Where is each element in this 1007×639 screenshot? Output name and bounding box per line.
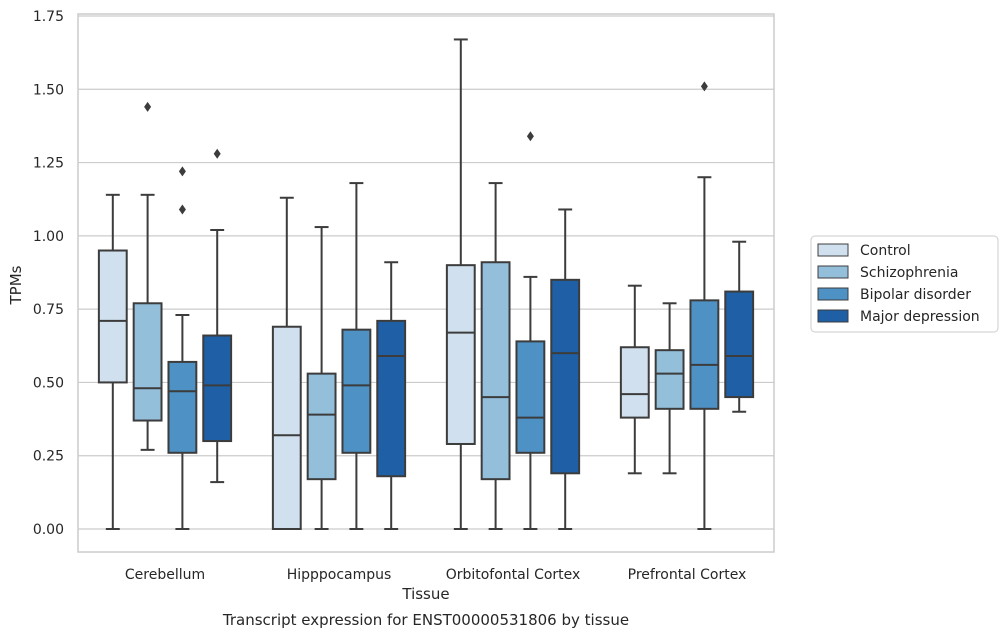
y-tick-label: 0.00 [33, 522, 64, 538]
legend-label: Control [860, 243, 911, 259]
box-iqr [515, 340, 546, 454]
box-3-3 [724, 240, 755, 413]
box-0-3 [619, 284, 650, 475]
box-1-3 [654, 302, 685, 475]
box-iqr [306, 372, 337, 481]
box-iqr [724, 290, 755, 399]
box-3-2 [550, 208, 581, 530]
y-tick-label: 1.00 [33, 229, 64, 245]
box-0-0 [97, 193, 128, 530]
legend-swatch [817, 309, 849, 323]
box-0-2 [445, 38, 476, 530]
box-1-2 [480, 182, 511, 530]
legend-swatch [817, 287, 849, 301]
box-0-1 [271, 196, 302, 530]
x-tick-label: Cerebellum [125, 567, 205, 583]
box-iqr [271, 325, 302, 530]
box-groups [97, 38, 755, 530]
box-1-1 [306, 226, 337, 530]
y-tick-labels: 0.00 0.25 0.50 0.75 1.00 1.25 1.50 1.75 [33, 9, 64, 538]
chart-caption: Transcript expression for ENST0000053180… [222, 611, 629, 629]
y-tick-label: 1.75 [33, 9, 64, 25]
box-iqr [97, 249, 128, 384]
box-iqr [445, 264, 476, 445]
box-iqr [550, 278, 581, 475]
y-tick-label: 0.50 [33, 375, 64, 391]
box-iqr [689, 299, 720, 410]
x-tick-labels: Cerebellum Hipppocampus Orbitofontal Corte… [125, 567, 746, 583]
y-axis-label: TPMs [7, 265, 25, 305]
box-2-1 [341, 182, 372, 530]
box-iqr [132, 302, 163, 422]
x-axis-label: Tissue [401, 585, 449, 603]
legend-label: Bipolar disorder [860, 287, 971, 303]
box-iqr [619, 346, 650, 419]
outlier-point [526, 131, 534, 142]
outlier-point [213, 148, 221, 159]
box-2-0 [167, 166, 198, 530]
box-iqr [654, 349, 685, 410]
legend-swatch [817, 243, 849, 257]
y-tick-label: 0.75 [33, 302, 64, 318]
y-tick-label: 0.25 [33, 449, 64, 465]
x-tick-label: Hipppocampus [287, 567, 392, 583]
box-iqr [341, 328, 372, 454]
outlier-point [178, 204, 186, 215]
x-tick-label: Prefrontal Cortex [628, 567, 747, 583]
legend: Control Schizophrenia Bipolar disorder Majo… [810, 235, 999, 333]
outlier-point [144, 101, 152, 112]
box-1-0 [132, 101, 163, 451]
box-2-2 [515, 131, 546, 530]
box-iqr [480, 261, 511, 481]
box-iqr [202, 334, 233, 443]
legend-swatch [817, 265, 849, 279]
plot-frame [77, 13, 775, 553]
legend-frame [810, 235, 999, 333]
box-3-0 [202, 148, 233, 484]
legend-label: Major depression [860, 309, 980, 325]
y-tick-label: 1.25 [33, 156, 64, 172]
box-iqr [167, 360, 198, 454]
y-tick-label: 1.50 [33, 82, 64, 98]
outlier-point [178, 166, 186, 177]
plot-background [78, 14, 774, 552]
box-iqr [376, 319, 407, 478]
box-3-1 [376, 261, 407, 530]
legend-label: Schizophrenia [860, 265, 958, 281]
box-2-3 [689, 81, 720, 530]
outlier-point [700, 81, 708, 92]
x-tick-label: Orbitofontal Cortex [446, 567, 581, 583]
